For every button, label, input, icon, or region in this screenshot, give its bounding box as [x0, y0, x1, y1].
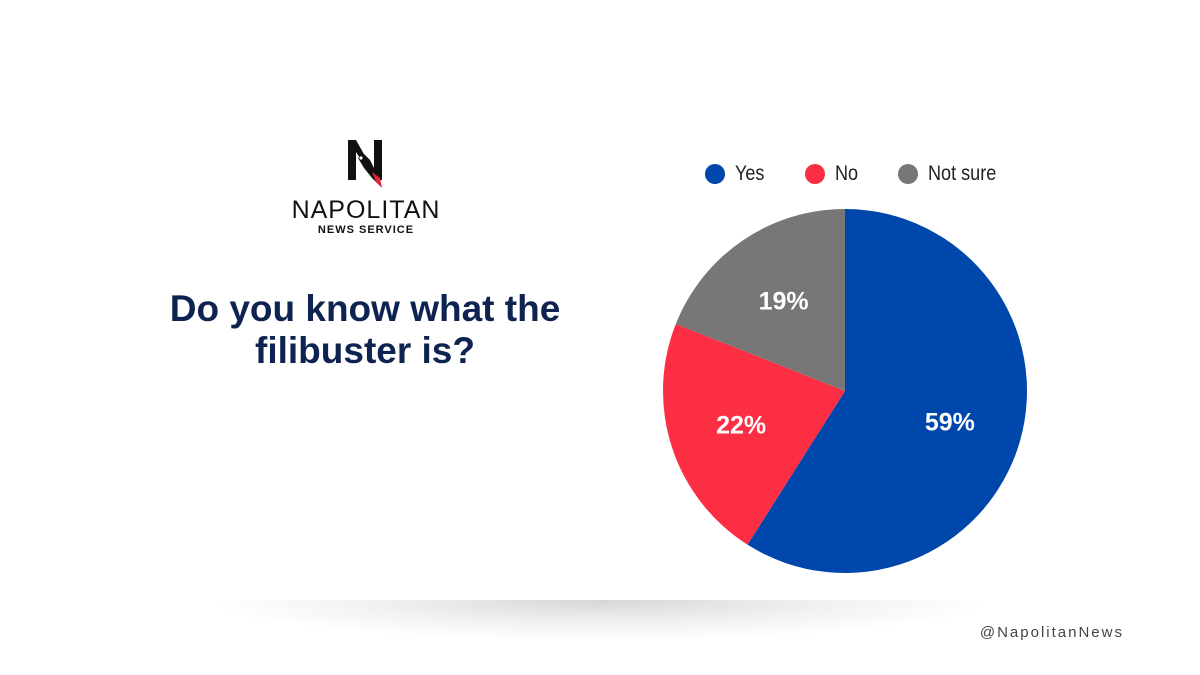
pie-chart: 59% 22% 19% [663, 209, 1027, 573]
pie-slice-no [663, 324, 845, 545]
pie-label-no: 22% [716, 412, 766, 440]
pie-slice-yes [747, 209, 1027, 573]
legend-item-yes: Yes [705, 162, 769, 186]
card-shadow [215, 600, 985, 640]
logo-name: NAPOLITAN [291, 196, 441, 224]
legend-swatch-no [805, 164, 826, 184]
legend-item-no: No [805, 162, 862, 186]
legend-swatch-not-sure [898, 164, 919, 184]
pie-label-not-sure: 19% [759, 288, 809, 316]
poll-question: Do you know what the filibuster is? [169, 288, 561, 371]
pie-label-yes: 59% [925, 408, 975, 436]
pie-slice-not-sure [675, 209, 845, 391]
legend-item-not-sure: Not sure [898, 162, 1007, 186]
logo-subtitle: NEWS SERVICE [317, 224, 415, 236]
napolitan-logo: NAPOLITAN NEWS SERVICE [290, 138, 442, 236]
legend-swatch-yes [705, 164, 725, 184]
chart-legend: Yes No Not sure [705, 160, 1044, 188]
social-handle: @NapolitanNews [979, 624, 1124, 641]
legend-label-yes: Yes [735, 162, 765, 185]
napolitan-n-logo-icon [348, 140, 382, 188]
legend-label-not-sure: Not sure [928, 162, 997, 185]
legend-label-no: No [835, 162, 859, 185]
